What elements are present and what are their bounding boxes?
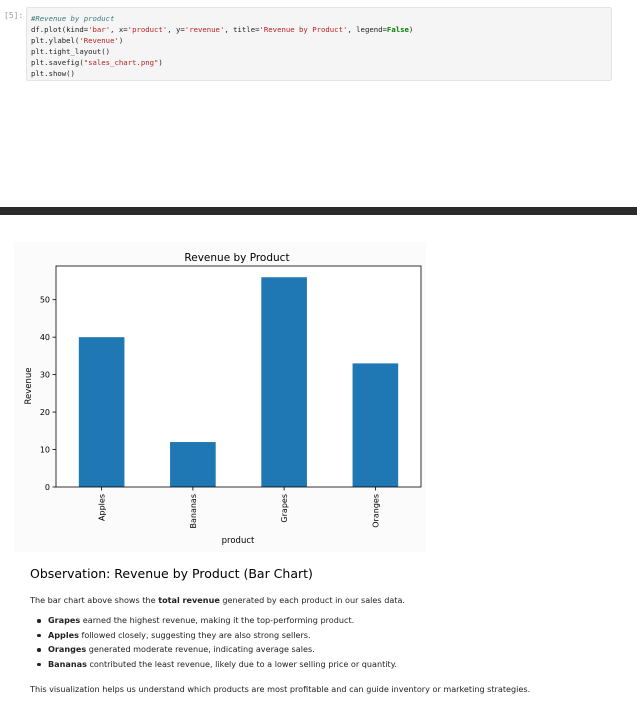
observation-conclusion: This visualization helps us understand w…: [30, 684, 531, 694]
list-item-text: followed closely, suggesting they are al…: [78, 629, 311, 640]
code-string: 'bar': [88, 25, 111, 34]
code-keyword: False: [386, 25, 409, 34]
list-item-product: Grapes: [48, 615, 81, 625]
code-token: plt.tight_layout(): [31, 47, 111, 56]
y-axis-label: Revenue: [24, 367, 34, 404]
code-string: 'product': [127, 25, 168, 34]
y-tick-label: 10: [40, 446, 50, 455]
list-item-product: Apples: [48, 629, 79, 640]
code-token: plt.show(): [31, 69, 75, 78]
code-token: ): [118, 36, 124, 45]
output-divider: [0, 207, 637, 215]
code-token: ): [158, 58, 163, 67]
bar-grapes: [261, 277, 307, 487]
code-token: plt.ylabel(: [31, 36, 80, 45]
intro-text: The bar chart above shows the: [30, 595, 159, 605]
list-item-text: earned the highest revenue, making it th…: [80, 615, 355, 625]
list-item: Grapes earned the highest revenue, makin…: [37, 615, 397, 630]
chart-marks: Apples Bananas Grapes Oranges 0 10 20 30 40 50: [40, 265, 422, 529]
x-tick-label: Grapes: [280, 494, 289, 523]
chart-title: Revenue by Product: [184, 252, 289, 264]
y-tick-label: 40: [40, 333, 50, 342]
code-token: df.plot(kind=: [31, 25, 89, 34]
code-string: 'Revenue': [79, 36, 119, 45]
code-token: , legend=: [347, 25, 387, 34]
observation-intro: The bar chart above shows the total reve…: [30, 595, 405, 605]
list-item: Bananas contributed the least revenue, l…: [37, 658, 397, 674]
chart-output: Revenue by Product Revenue product Apple…: [14, 242, 426, 552]
list-item-text: generated moderate revenue, indicating a…: [86, 644, 315, 655]
code-comment: #Revenue by product: [31, 14, 115, 23]
code-token: ): [408, 25, 414, 34]
code-editor[interactable]: #Revenue by product df.plot(kind='bar', …: [27, 8, 611, 79]
y-tick-label: 30: [40, 371, 50, 380]
code-token: plt.savefig(: [31, 58, 84, 67]
bar-bananas: [170, 442, 216, 487]
code-string: "sales_chart.png": [83, 58, 159, 67]
observation-section: Observation: Revenue by Product (Bar Cha…: [30, 566, 620, 694]
y-tick-label: 20: [40, 408, 50, 417]
list-item-product: Bananas: [48, 658, 87, 669]
x-tick-label: Bananas: [189, 494, 198, 529]
list-item-text: contributed the least revenue, likely du…: [86, 658, 397, 669]
list-item-product: Oranges: [48, 644, 87, 655]
bar-chart: Revenue by Product Revenue product Apple…: [24, 252, 422, 546]
code-string: 'revenue': [184, 25, 225, 34]
x-tick-label: Oranges: [371, 494, 380, 528]
list-item: Oranges generated moderate revenue, indi…: [37, 644, 397, 659]
list-item: Apples followed closely, suggesting they…: [37, 629, 397, 645]
intro-emphasis: total revenue: [158, 595, 220, 605]
y-tick-label: 0: [45, 483, 50, 492]
observation-heading: Observation: Revenue by Product (Bar Cha…: [30, 566, 313, 581]
axes-frame: [55, 265, 422, 488]
code-token: , y=: [167, 25, 185, 34]
code-string: 'Revenue by Product': [259, 25, 348, 34]
x-tick-label: Apples: [98, 494, 107, 521]
intro-text: generated by each product in our sales d…: [219, 595, 406, 605]
x-axis-label: product: [222, 536, 255, 546]
cell-execution-count: [5]:: [4, 11, 24, 20]
code-token: , title=: [224, 25, 260, 34]
code-token: , x=: [110, 25, 128, 34]
code-cell[interactable]: #Revenue by product df.plot(kind='bar', …: [26, 7, 612, 81]
bar-oranges: [352, 363, 399, 487]
observation-list: Grapes earned the highest revenue, makin…: [30, 615, 397, 673]
bar-apples: [78, 337, 125, 487]
y-tick-label: 50: [40, 296, 50, 305]
